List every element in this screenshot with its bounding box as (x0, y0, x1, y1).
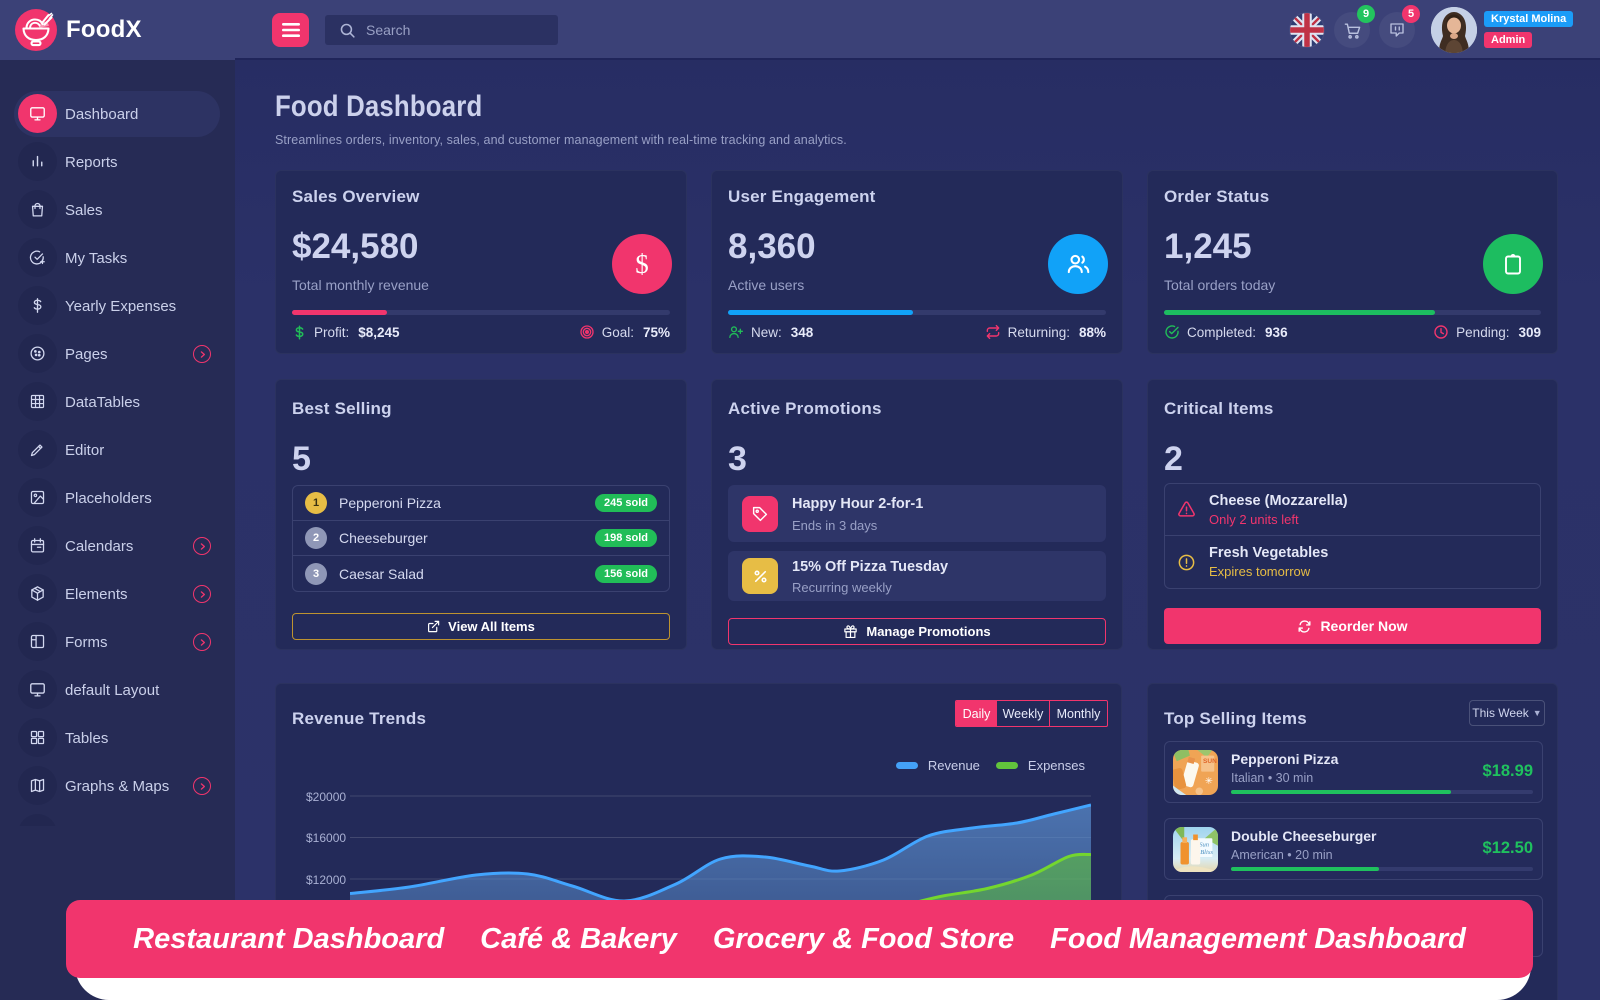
svg-text:✳: ✳ (1205, 776, 1213, 786)
svg-text:Bliss: Bliss (1200, 849, 1213, 856)
svg-text:SUN: SUN (1203, 758, 1217, 765)
svg-text:Sun: Sun (1199, 842, 1209, 849)
